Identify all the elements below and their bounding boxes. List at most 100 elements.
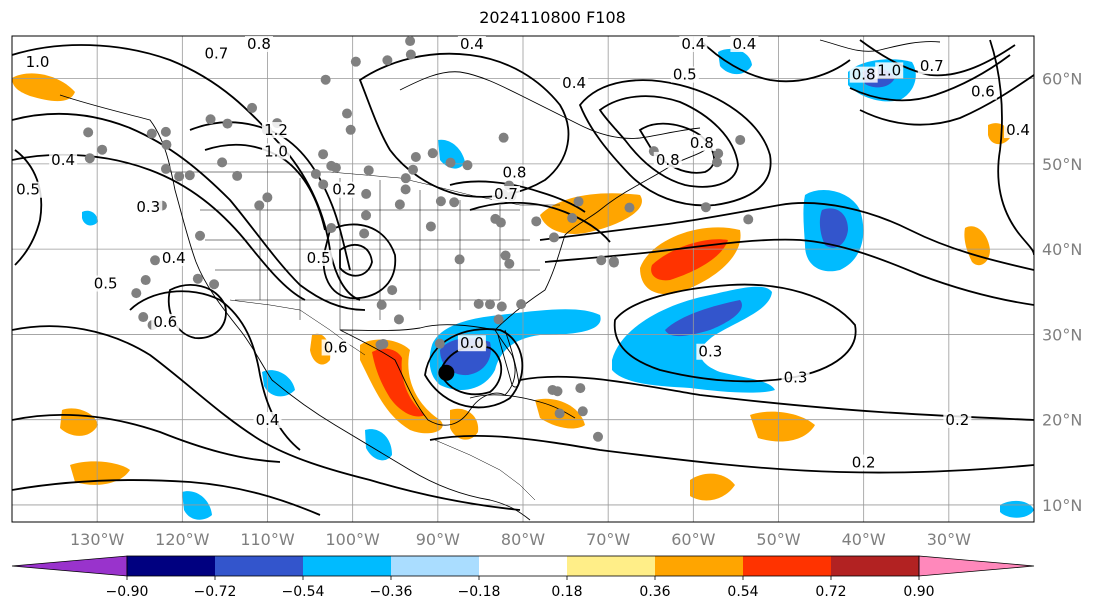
svg-text:0.8: 0.8 [656,151,680,169]
svg-text:0.4: 0.4 [162,249,186,267]
contour-label: 0.4 [457,35,486,53]
ensemble-center-dot [376,299,387,310]
ensemble-center-dot [254,200,265,211]
lat-tick-label: 60°N [1042,70,1082,89]
colorbar-tick-label: −0.90 [106,584,149,600]
positive-anomaly-area [964,226,990,266]
ensemble-center-dot [500,250,511,261]
svg-text:0.8: 0.8 [852,66,876,84]
ensemble-center-dot [217,157,228,168]
ensemble-center-dot [596,255,607,266]
lon-tick-label: 50°W [756,530,800,549]
ensemble-center-dot [247,102,258,113]
contour-line [598,95,739,188]
ensemble-center-dot [445,157,456,168]
ensemble-center-dot [195,230,206,241]
colorbar-bin [567,556,655,576]
contour-label: 0.8 [687,134,716,152]
ensemble-center-dot [400,173,411,184]
contour-label: 0.3 [781,368,810,386]
ensemble-center-dot [735,134,746,145]
contour-line [204,143,326,231]
colorbar: −0.90 −0.72 −0.54 −0.36 −0.18 0.18 0.36 0.54 0.7… [11,555,1035,600]
contour-label: 1.2 [262,121,291,139]
ensemble-center-dot [485,299,496,310]
lon-tick-label: 100°W [325,530,380,549]
svg-text:0.4: 0.4 [256,411,280,429]
ensemble-center-dot [608,257,619,268]
ensemble-center-dot [310,168,321,179]
svg-text:1.0: 1.0 [877,61,901,79]
ensemble-center-dot [434,338,445,349]
contour-label: 0.6 [151,313,180,331]
negative-anomaly-area [438,139,465,169]
ensemble-center-dot [743,214,754,225]
ensemble-center-dot [330,162,341,173]
svg-text:0.4: 0.4 [1006,121,1030,139]
ensemble-center-dot [359,228,370,239]
contour-line [859,39,1016,77]
political-borders [170,171,560,501]
svg-text:0.6: 0.6 [971,83,995,101]
svg-text:1.0: 1.0 [26,53,50,71]
contour-label: 0.4 [1004,121,1032,139]
contour-line [358,52,570,198]
ensemble-center-dot [140,275,151,286]
svg-text:0.5: 0.5 [94,275,118,293]
ensemble-center-dot [320,74,331,85]
contour-line [989,39,1034,256]
ensemble-center-dot [382,55,393,66]
contour-label: 0.6 [321,338,350,356]
us-canada-border [170,171,560,206]
colorbar-tick-label: 0.36 [639,584,670,600]
contour-line [429,434,1034,474]
storm-center-marker [438,364,455,381]
ensemble-center-dot [712,157,723,168]
colorbar-bin [655,556,743,576]
ensemble-center-dot [495,217,506,228]
contour-label: 1.0 [875,61,904,79]
contour-label: 0.5 [91,275,120,293]
svg-text:0.6: 0.6 [324,338,348,356]
contour-label: 0.0 [457,334,486,352]
negative-anomaly-area [182,491,212,520]
coastline-canada [399,71,701,139]
colorbar-bin [743,556,831,576]
contour-label: 0.3 [696,343,725,361]
positive-anomaly-area [60,408,98,436]
ensemble-center-dot [345,124,356,135]
ensemble-center-dot [393,314,404,325]
ensemble-center-dot [575,383,586,394]
lon-tick-label: 130°W [70,530,125,549]
contour-label: 1.0 [23,53,52,71]
contour-label: 0.2 [943,411,972,429]
contour-label: 0.4 [159,249,188,267]
contour-line [449,180,586,213]
ensemble-center-dot [342,108,353,119]
central-america-border [434,439,536,501]
ensemble-center-dot [146,128,157,139]
svg-text:0.4: 0.4 [562,74,586,92]
contour-line [12,325,521,511]
svg-text:0.7: 0.7 [204,44,228,62]
contour-line [544,238,1034,306]
latitude-tick-labels: 60°N 50°N 40°N 30°N 20°N 10°N [1042,70,1082,515]
ensemble-center-dot [531,216,542,227]
ensemble-center-dot [361,188,372,199]
contour-labels: 1.0 0.7 0.8 1.2 1.0 0.4 0.5 0.3 0.4 0.5 0.6 0.4 0.2 0… [14,35,1032,472]
contour-label: 0.6 [968,83,997,101]
ensemble-center-dot [394,199,405,210]
lon-tick-label: 30°W [927,530,971,549]
positive-anomaly-area [450,408,479,440]
svg-text:0.4: 0.4 [681,35,705,53]
contour-label: 0.5 [670,66,699,84]
ensemble-center-dot [425,221,436,232]
lon-tick-label: 60°W [671,530,715,549]
ensemble-center-dot [222,118,233,129]
contour-label: 0.8 [244,35,273,53]
colorbar-extend-low [11,555,128,577]
coastline-cuba [469,394,576,419]
colorbar-tick-label: 0.18 [551,584,582,600]
svg-text:0.4: 0.4 [733,35,757,53]
